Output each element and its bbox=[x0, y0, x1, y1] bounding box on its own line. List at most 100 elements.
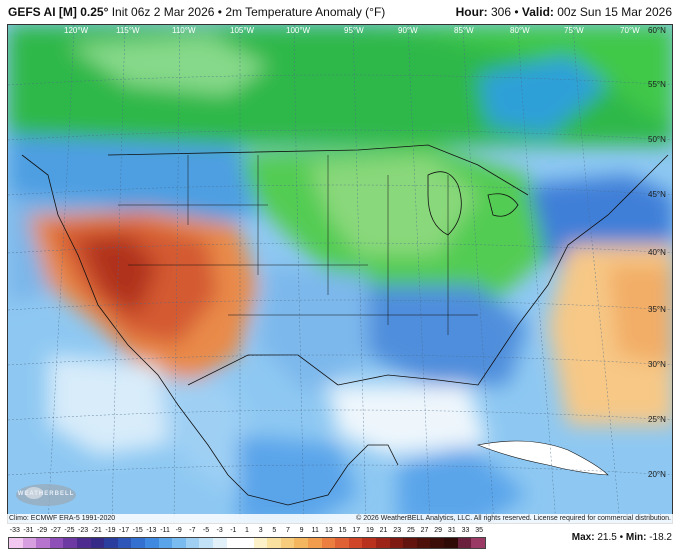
lat-label: 55°N bbox=[648, 80, 666, 89]
field-name: 2m Temperature Anomaly (°F) bbox=[225, 5, 386, 19]
scale-tick-label: -19 bbox=[105, 527, 116, 534]
scale-tick-label: -9 bbox=[175, 527, 182, 534]
scale-swatch bbox=[308, 538, 322, 548]
climo-note: Climo: ECMWF ERA-5 1991-2020 bbox=[9, 515, 116, 522]
color-scale: -33 -31 -29 -27 -25 -23 -21 -19 -17 -15 -13 -11 -9 -7… bbox=[8, 527, 486, 549]
scale-swatch bbox=[104, 538, 118, 548]
scale-swatch bbox=[362, 538, 377, 548]
state-lines bbox=[118, 155, 478, 335]
lat-label: 45°N bbox=[648, 190, 666, 199]
scale-swatch bbox=[444, 538, 458, 548]
scale-tick-label: 13 bbox=[325, 527, 333, 534]
cuba-island bbox=[476, 440, 609, 476]
scale-tick-label: -15 bbox=[132, 527, 143, 534]
logo-text: WEATHERBELL bbox=[17, 491, 75, 497]
scale-swatch bbox=[430, 538, 444, 548]
scale-tick-label: 25 bbox=[406, 527, 415, 534]
scale-tick-label: -7 bbox=[189, 527, 196, 534]
scale-tick-label: -5 bbox=[202, 527, 210, 534]
lon-label: 70°W bbox=[620, 26, 640, 35]
lon-label: 85°W bbox=[454, 26, 474, 35]
map-svg: 120°W 115°W 110°W 105°W 100°W 95°W 90°W … bbox=[8, 25, 672, 523]
scale-swatch bbox=[158, 538, 173, 548]
scale-tick-label: -3 bbox=[216, 527, 223, 534]
header-bar: GEFS AI [M] 0.25° Init 06z 2 Mar 2026 • … bbox=[0, 0, 680, 24]
lon-label: 120°W bbox=[64, 26, 89, 35]
lon-label: 90°W bbox=[398, 26, 418, 35]
lat-label: 25°N bbox=[648, 415, 666, 424]
scale-swatch bbox=[76, 538, 91, 548]
scale-tick-label: -23 bbox=[78, 527, 89, 534]
borders bbox=[21, 144, 669, 506]
scale-swatch bbox=[321, 538, 336, 548]
copyright-note: © 2026 WeatherBELL Analytics, LLC. All r… bbox=[356, 515, 671, 522]
scale-swatch bbox=[63, 538, 77, 548]
scale-swatch bbox=[212, 538, 227, 548]
lon-label: 115°W bbox=[116, 26, 140, 35]
scale-swatch bbox=[185, 538, 200, 548]
scale-tick-label: 3 bbox=[258, 527, 263, 534]
min-value: -18.2 bbox=[649, 532, 672, 543]
scale-tick-label: 29 bbox=[434, 527, 443, 534]
lon-label: 110°W bbox=[172, 26, 196, 35]
lat-label: 60°N bbox=[648, 26, 666, 35]
west-coastline bbox=[21, 154, 399, 506]
header-left: GEFS AI [M] 0.25° Init 06z 2 Mar 2026 • … bbox=[8, 5, 386, 19]
great-lakes bbox=[427, 171, 462, 236]
scale-tick-label: -27 bbox=[50, 527, 61, 534]
scale-swatch bbox=[199, 538, 213, 548]
scale-swatch bbox=[348, 538, 363, 548]
stats: Max: 21.5 • Min: -18.2 bbox=[571, 532, 672, 543]
scale-swatch bbox=[267, 538, 281, 548]
scale-tick-label: 23 bbox=[393, 527, 402, 534]
scale-tick-label: -31 bbox=[23, 527, 34, 534]
anomaly-map: 120°W 115°W 110°W 105°W 100°W 95°W 90°W … bbox=[7, 24, 673, 524]
us-mexico-border bbox=[187, 354, 339, 386]
scale-swatch bbox=[144, 538, 159, 548]
scale-tick-label: 21 bbox=[379, 527, 388, 534]
lon-label: 95°W bbox=[344, 26, 364, 35]
valid-label: Valid: bbox=[521, 5, 554, 19]
lat-label: 40°N bbox=[648, 248, 666, 257]
scale-tick-label: 9 bbox=[299, 527, 304, 534]
scale-swatch bbox=[9, 538, 23, 548]
scale-swatch bbox=[471, 538, 485, 548]
weatherbell-logo bbox=[16, 484, 76, 506]
scale-tick-label: 5 bbox=[272, 527, 277, 534]
scale-tick-label: 31 bbox=[447, 527, 456, 534]
graticule bbox=[8, 25, 672, 523]
great-lakes-east bbox=[487, 193, 519, 217]
scale-swatch bbox=[240, 538, 254, 548]
scale-tick-label: -1 bbox=[230, 527, 237, 534]
scale-swatch bbox=[457, 538, 472, 548]
lon-label: 80°W bbox=[510, 26, 530, 35]
scale-swatch bbox=[253, 538, 268, 548]
max-value: 21.5 bbox=[597, 532, 617, 543]
scale-tick-label: -17 bbox=[119, 527, 130, 534]
scale-tick-label: 33 bbox=[461, 527, 470, 534]
scale-tick-label: -33 bbox=[9, 527, 20, 534]
min-label: Min: bbox=[625, 532, 647, 543]
init-time: Init 06z 2 Mar 2026 bbox=[111, 5, 215, 19]
latitude-labels: 55°N 50°N 45°N 40°N 35°N 30°N 25°N 20°N bbox=[648, 80, 666, 479]
lat-label: 50°N bbox=[648, 135, 666, 144]
hour-value: 306 bbox=[490, 5, 512, 19]
scale-bar bbox=[8, 537, 486, 549]
scale-swatch bbox=[416, 538, 431, 548]
longitude-labels: 120°W 115°W 110°W 105°W 100°W 95°W 90°W … bbox=[64, 26, 666, 35]
scale-tick-label: 15 bbox=[338, 527, 347, 534]
scale-tick-label: -29 bbox=[37, 527, 48, 534]
scale-swatch bbox=[49, 538, 64, 548]
scale-tick-label: -13 bbox=[146, 527, 157, 534]
lon-label: 75°W bbox=[564, 26, 584, 35]
scale-swatch bbox=[226, 538, 241, 548]
lat-label: 20°N bbox=[648, 470, 666, 479]
scale-tick-label: 11 bbox=[311, 527, 319, 534]
scale-tick-label: -21 bbox=[91, 527, 102, 534]
scale-tick-label: 17 bbox=[352, 527, 361, 534]
scale-swatch bbox=[117, 538, 132, 548]
lon-label: 105°W bbox=[230, 26, 255, 35]
scale-labels: -33 -31 -29 -27 -25 -23 -21 -19 -17 -15 -13 -11 -9 -7… bbox=[8, 527, 486, 537]
scale-swatch bbox=[131, 538, 145, 548]
scale-tick-label: 19 bbox=[365, 527, 374, 534]
